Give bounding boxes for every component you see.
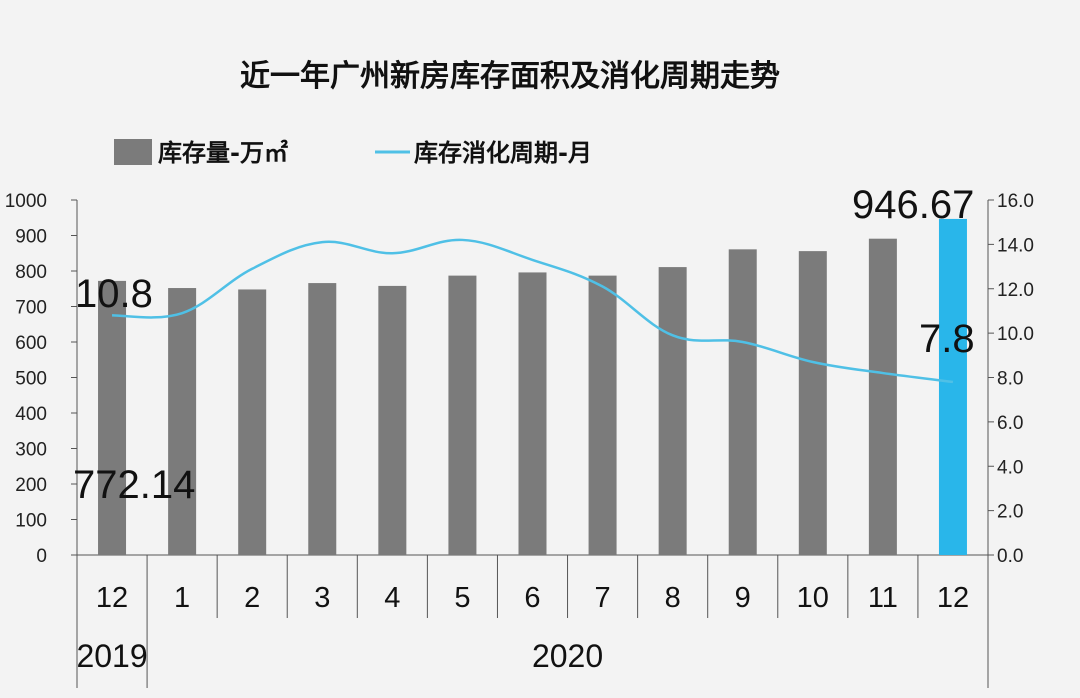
- y-left-tick-label: 500: [15, 369, 47, 390]
- data-labels: 10.8 772.14 946.67 7.8: [73, 183, 975, 507]
- x-tick-label: 8: [665, 582, 681, 614]
- y-left-tick-label: 900: [15, 227, 47, 248]
- y-left-tick-label: 700: [15, 298, 47, 319]
- legend-swatch-bar: [114, 139, 152, 165]
- x-tick-label: 12: [96, 582, 128, 614]
- bar-highlight: [938, 218, 967, 556]
- legend-label-cycle: 库存消化周期-月: [414, 139, 592, 167]
- y-left-tick-label: 800: [15, 262, 47, 283]
- y-right-tick-label: 12.0: [997, 280, 1034, 301]
- y-right-tick-label: 16.0: [997, 191, 1034, 212]
- year-label-2020: 2020: [532, 638, 603, 674]
- chart-title: 近一年广州新房库存面积及消化周期走势: [240, 59, 780, 94]
- data-label-line-first: 10.8: [75, 272, 153, 316]
- bar: [238, 289, 267, 555]
- year-label-2019: 2019: [76, 638, 147, 674]
- y-right-tick-label: 6.0: [997, 413, 1023, 434]
- bar: [378, 285, 407, 555]
- y-right-tick-label: 14.0: [997, 235, 1034, 256]
- bar: [518, 272, 547, 555]
- bar: [658, 267, 687, 555]
- y-left-tick-label: 0: [36, 546, 47, 567]
- x-tick-label: 2: [244, 582, 260, 614]
- x-tick-label: 7: [595, 582, 611, 614]
- x-tick-label: 5: [454, 582, 470, 614]
- legend-label-inventory: 库存量-万㎡: [158, 139, 288, 167]
- data-label-bar-last: 946.67: [852, 183, 974, 227]
- bar: [308, 283, 337, 555]
- x-tick-label: 11: [868, 582, 898, 614]
- x-tick-label: 4: [384, 582, 400, 614]
- x-tick-label: 6: [524, 582, 540, 614]
- y-left-tick-label: 400: [15, 404, 47, 425]
- bar: [798, 251, 827, 555]
- y-right-tick-label: 4.0: [997, 457, 1023, 478]
- bar: [448, 275, 477, 555]
- bar: [588, 275, 617, 555]
- data-label-bar-first: 772.14: [73, 463, 195, 507]
- x-tick-label: 1: [174, 582, 190, 614]
- bar: [168, 288, 197, 555]
- x-tick-label: 12: [937, 582, 969, 614]
- y-left-tick-label: 100: [15, 511, 47, 532]
- bars: [98, 218, 967, 556]
- y-left-tick-label: 1000: [5, 191, 47, 212]
- y-right-tick-label: 8.0: [997, 369, 1023, 390]
- y-right-tick-label: 2.0: [997, 502, 1023, 523]
- y-left-tick-label: 200: [15, 475, 47, 496]
- x-tick-label: 10: [797, 582, 829, 614]
- y-left-tick-label: 300: [15, 440, 47, 461]
- data-label-line-last: 7.8: [919, 317, 975, 361]
- bar: [98, 280, 127, 555]
- x-tick-label: 3: [314, 582, 330, 614]
- y-right-tick-label: 0.0: [997, 546, 1023, 567]
- y-right-tick-label: 10.0: [997, 324, 1034, 345]
- legend: 库存量-万㎡ 库存消化周期-月: [114, 139, 592, 167]
- bar: [868, 238, 897, 555]
- y-left-tick-label: 600: [15, 333, 47, 354]
- bar: [728, 249, 757, 555]
- line-series: [111, 238, 954, 384]
- axes: 0 100 200 300 400 500 600 700 800 900 1000 0.0 2.0 4.…: [5, 191, 1034, 688]
- x-tick-label: 9: [735, 582, 751, 614]
